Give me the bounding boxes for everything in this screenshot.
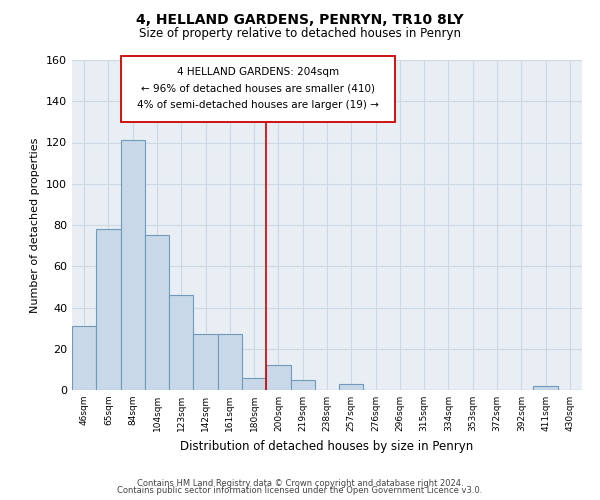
Bar <box>72 326 96 390</box>
Bar <box>218 334 242 390</box>
Text: Contains HM Land Registry data © Crown copyright and database right 2024.: Contains HM Land Registry data © Crown c… <box>137 478 463 488</box>
Text: 4 HELLAND GARDENS: 204sqm: 4 HELLAND GARDENS: 204sqm <box>177 68 339 78</box>
Text: Size of property relative to detached houses in Penryn: Size of property relative to detached ho… <box>139 28 461 40</box>
Bar <box>533 386 558 390</box>
Bar <box>145 236 169 390</box>
FancyBboxPatch shape <box>121 56 395 122</box>
Bar <box>96 229 121 390</box>
Y-axis label: Number of detached properties: Number of detached properties <box>31 138 40 312</box>
Bar <box>266 365 290 390</box>
Text: 4, HELLAND GARDENS, PENRYN, TR10 8LY: 4, HELLAND GARDENS, PENRYN, TR10 8LY <box>136 12 464 26</box>
Bar <box>169 295 193 390</box>
Bar <box>290 380 315 390</box>
Text: ← 96% of detached houses are smaller (410): ← 96% of detached houses are smaller (41… <box>141 84 375 94</box>
Bar <box>242 378 266 390</box>
Bar <box>193 334 218 390</box>
X-axis label: Distribution of detached houses by size in Penryn: Distribution of detached houses by size … <box>181 440 473 452</box>
Text: Contains public sector information licensed under the Open Government Licence v3: Contains public sector information licen… <box>118 486 482 495</box>
Bar <box>121 140 145 390</box>
Text: 4% of semi-detached houses are larger (19) →: 4% of semi-detached houses are larger (1… <box>137 100 379 110</box>
Bar <box>339 384 364 390</box>
